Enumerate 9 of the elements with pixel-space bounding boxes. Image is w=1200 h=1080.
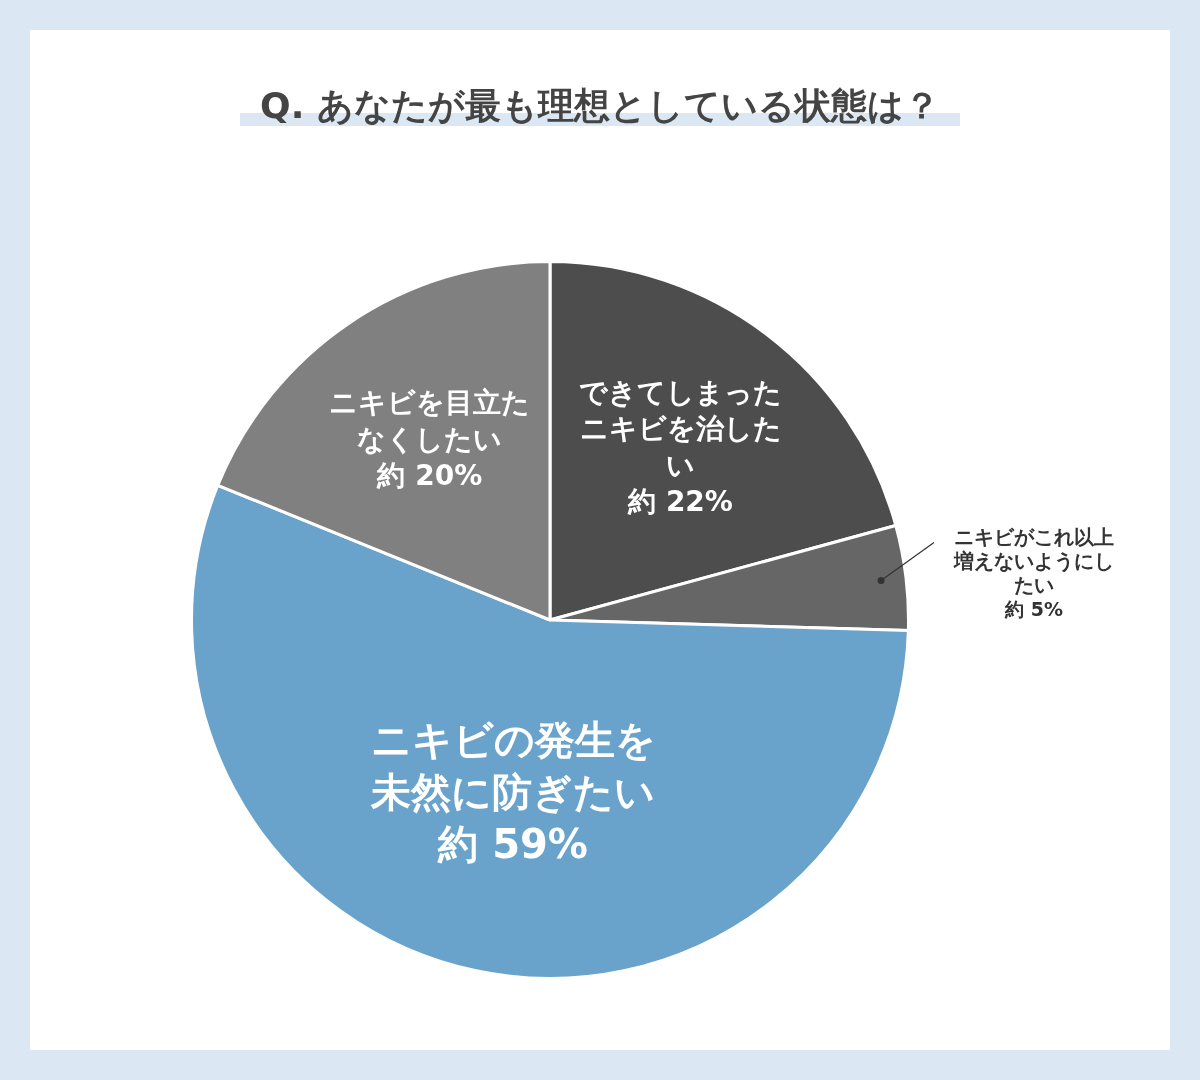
slice-label: できてしまったニキビを治したい — [579, 375, 783, 482]
slice-label: ニキビの発生を未然に防ぎたい — [370, 716, 656, 815]
data-label: 約 59% — [437, 820, 588, 867]
data-label: 約 20% — [376, 459, 483, 493]
slice-label: ニキビがこれ以上増えないようにしたい — [952, 524, 1114, 597]
data-label: 約 5% — [1004, 597, 1063, 620]
data-label: 約 22% — [627, 484, 733, 518]
chart-title: Q. あなたが最も理想としている状態は？ — [240, 85, 960, 126]
slice-label: ニキビを目立たなくしたい — [329, 386, 531, 456]
